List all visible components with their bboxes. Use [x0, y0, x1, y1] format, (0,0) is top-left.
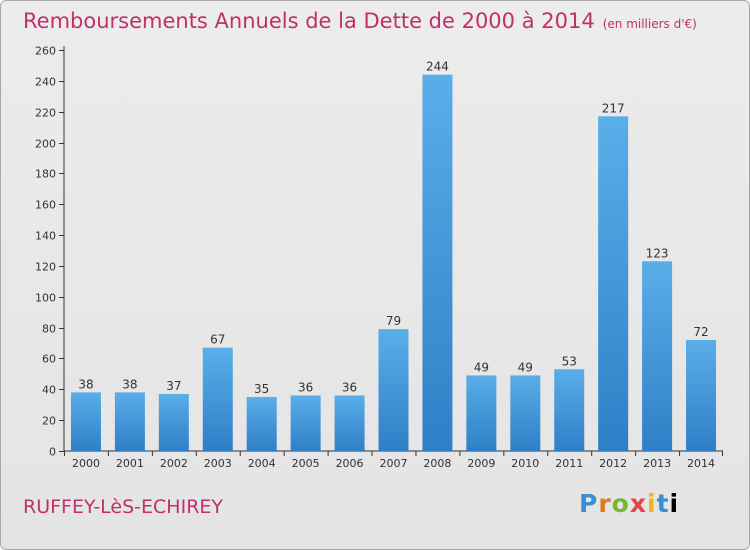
- bar: [290, 395, 321, 451]
- bar: [334, 395, 365, 451]
- logo-letter: x: [629, 489, 647, 518]
- x-tick-label: 2007: [380, 457, 408, 470]
- axes: 0 20 40 60 80 100 120 140 160 180 200 220 240 260 2000…: [35, 45, 723, 470]
- y-tick-label: 260: [35, 45, 56, 58]
- data-label: 35: [254, 382, 269, 396]
- x-tick-label: 2009: [467, 457, 495, 470]
- bar: [202, 347, 233, 451]
- x-tick-label: 2002: [160, 457, 188, 470]
- x-tick-label: 2011: [555, 457, 583, 470]
- x-tick-label: 2006: [336, 457, 364, 470]
- y-tick-label: 40: [42, 384, 56, 397]
- bar: [642, 261, 673, 451]
- data-label: 67: [210, 333, 225, 347]
- y-tick-label: 140: [35, 230, 56, 243]
- data-label: 217: [602, 101, 625, 115]
- data-label: 38: [122, 377, 137, 391]
- data-label: 123: [646, 246, 669, 260]
- y-tick-label: 60: [42, 353, 56, 366]
- title-text: Remboursements Annuels de la Dette de 20…: [23, 9, 595, 33]
- logo-letter: P: [579, 489, 599, 518]
- y-tick-label: 20: [42, 415, 56, 428]
- bar: [70, 392, 101, 451]
- bar: [510, 375, 541, 451]
- data-label: 53: [562, 354, 577, 368]
- x-tick-label: 2000: [72, 457, 100, 470]
- x-tick-label: 2003: [204, 457, 232, 470]
- data-label: 36: [298, 380, 313, 394]
- data-label: 36: [342, 380, 357, 394]
- bar: [598, 116, 629, 452]
- bar: [422, 74, 453, 451]
- y-tick-label: 180: [35, 168, 56, 181]
- proxiti-logo: Proxiti: [579, 489, 679, 518]
- x-tick-label: 2014: [687, 457, 715, 470]
- bar: [158, 393, 189, 451]
- logo-letter: t: [656, 489, 670, 518]
- data-label: 244: [426, 60, 449, 74]
- bar: [466, 375, 497, 451]
- data-label: 79: [386, 314, 401, 328]
- logo-letter: i: [669, 489, 680, 518]
- y-tick-label: 100: [35, 292, 56, 305]
- x-tick-label: 2008: [423, 457, 451, 470]
- bars: 38 38 37 67 35 36 36 79 244 49 49 53 217 123 72: [70, 60, 717, 452]
- x-tick-label: 2013: [643, 457, 671, 470]
- logo-letter: o: [611, 489, 630, 518]
- y-tick-label: 200: [35, 138, 56, 151]
- bar: [378, 329, 409, 451]
- logo-letter: i: [647, 489, 657, 518]
- data-label: 72: [693, 325, 708, 339]
- data-label: 49: [474, 360, 489, 374]
- data-label: 49: [518, 360, 533, 374]
- commune-name: RUFFEY-LèS-ECHIREY: [23, 496, 224, 518]
- bar: [114, 392, 145, 451]
- y-tick-label: 0: [49, 446, 56, 459]
- data-label: 38: [78, 377, 93, 391]
- data-label: 37: [166, 379, 181, 393]
- y-tick-label: 220: [35, 107, 56, 120]
- x-tick-label: 2005: [292, 457, 320, 470]
- y-tick-label: 160: [35, 199, 56, 212]
- chart-title: Remboursements Annuels de la Dette de 20…: [23, 9, 697, 33]
- y-tick-label: 240: [35, 76, 56, 89]
- title-unit: (en milliers d'€): [602, 17, 697, 31]
- x-tick-label: 2004: [248, 457, 276, 470]
- x-tick-label: 2012: [599, 457, 627, 470]
- x-tick-label: 2001: [116, 457, 144, 470]
- logo-letter: r: [598, 489, 612, 518]
- y-tick-label: 80: [42, 323, 56, 336]
- y-tick-label: 120: [35, 261, 56, 274]
- x-tick-label: 2010: [511, 457, 539, 470]
- bar: [686, 339, 717, 451]
- bar: [246, 397, 277, 451]
- bar: [554, 369, 585, 451]
